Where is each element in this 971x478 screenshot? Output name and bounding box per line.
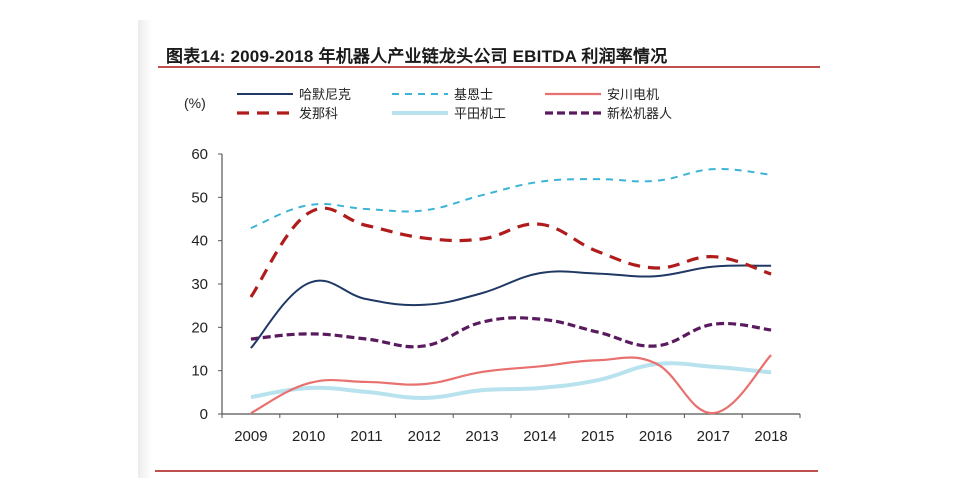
y-tick-label: 20 — [191, 319, 208, 336]
series-line-2 — [250, 168, 772, 230]
bottom-rule — [155, 470, 818, 472]
x-tick-label: 2012 — [408, 428, 441, 445]
legend-item: 新松机器人 — [545, 106, 672, 122]
legend-item: 基恩士 — [392, 88, 493, 103]
x-tick-label: 2016 — [639, 428, 672, 445]
y-tick-label: 50 — [191, 189, 208, 206]
title-underline — [158, 66, 820, 68]
legend-item: 平田机工 — [392, 107, 506, 122]
legend-item: 哈默尼克 — [237, 87, 351, 103]
y-tick-label: 10 — [191, 363, 208, 380]
y-tick-label: 0 — [200, 406, 208, 423]
axes: 0 10 20 30 40 50 60 2009 2010 2011 2012 2013 2014 201… — [191, 146, 801, 445]
x-tick-label: 2009 — [234, 428, 267, 445]
series-line-5 — [250, 361, 772, 400]
y-tick-label: 30 — [191, 276, 208, 293]
x-tick-label: 2013 — [465, 428, 498, 445]
legend-label: 新松机器人 — [607, 106, 672, 122]
x-tick-label: 2015 — [581, 428, 614, 445]
series-lines — [249, 168, 772, 415]
legend-label: 发那科 — [299, 106, 338, 122]
legend-label: 平田机工 — [454, 107, 506, 122]
legend-label: 安川电机 — [607, 88, 659, 103]
legend-label: 基恩士 — [454, 88, 493, 103]
x-tick-label: 2010 — [292, 428, 325, 445]
legend-item: 发那科 — [237, 106, 338, 122]
x-tick-label: 2014 — [523, 428, 556, 445]
legend-label: 哈默尼克 — [299, 87, 351, 103]
chart-title: 图表14: 2009-2018 年机器人产业链龙头公司 EBITDA 利润率情况 — [166, 47, 668, 66]
y-tick-label: 60 — [191, 146, 208, 163]
y-tick-label: 40 — [191, 233, 208, 250]
series-line-4 — [249, 206, 772, 298]
series-line-1 — [250, 264, 772, 349]
x-tick-label: 2017 — [697, 428, 730, 445]
series-line-6 — [250, 316, 772, 349]
x-tick-label: 2018 — [754, 428, 787, 445]
y-axis-unit-label: (%) — [184, 95, 206, 111]
series-line-3 — [250, 354, 772, 415]
page-edge-shade — [138, 20, 152, 478]
legend-item: 安川电机 — [545, 88, 659, 103]
x-tick-label: 2011 — [350, 428, 382, 445]
